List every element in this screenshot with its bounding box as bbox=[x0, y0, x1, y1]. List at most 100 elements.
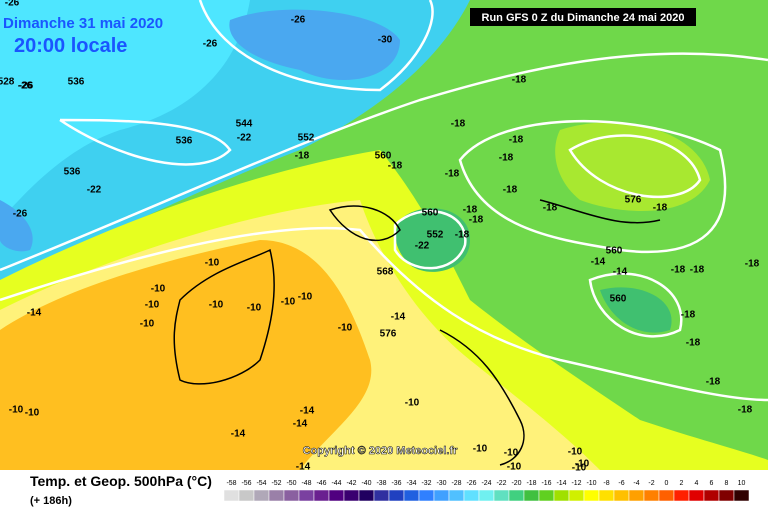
map-label: 544 bbox=[236, 119, 253, 130]
color-scale: -58 -56 -54 -52 -50 -48 -46 -44 -42 -40 -38 -36 -34-… bbox=[223, 480, 750, 502]
map-label: -22 bbox=[415, 241, 430, 252]
map-label: 576 bbox=[625, 195, 642, 206]
contour bbox=[0, 226, 768, 402]
scale-label: -6 bbox=[618, 480, 624, 487]
product-title: Temp. et Geop. 500hPa (°C) bbox=[30, 473, 212, 489]
scale-swatch bbox=[433, 489, 450, 502]
scale-swatch bbox=[478, 489, 495, 502]
scale-swatch bbox=[388, 489, 405, 502]
map-label: -18 bbox=[745, 259, 760, 270]
map-label: 528 bbox=[0, 77, 15, 88]
map-label: -18 bbox=[706, 377, 721, 388]
map-label: -18 bbox=[463, 205, 478, 216]
map-label: -22 bbox=[87, 185, 102, 196]
map-label: -10 bbox=[209, 300, 224, 311]
scale-label: 2 bbox=[680, 480, 684, 487]
scale-swatch bbox=[628, 489, 645, 502]
scale-swatch bbox=[583, 489, 600, 502]
map-label: -18 bbox=[671, 265, 686, 276]
coastlines bbox=[173, 199, 661, 466]
contour bbox=[0, 52, 768, 272]
scale-swatch bbox=[703, 489, 720, 502]
scale-label: -36 bbox=[391, 480, 401, 487]
map-label: -10 bbox=[140, 319, 155, 330]
map-label: 560 bbox=[606, 246, 623, 257]
coastline bbox=[439, 329, 525, 466]
map-label: -10 bbox=[205, 258, 220, 269]
map-label: -26 bbox=[5, 0, 20, 9]
coastline bbox=[173, 248, 275, 385]
map-label: -14 bbox=[231, 429, 246, 440]
map-label: -18 bbox=[509, 135, 524, 146]
map-label: -18 bbox=[653, 203, 668, 214]
map-label: -10 bbox=[405, 398, 420, 409]
map-label: -18 bbox=[512, 75, 527, 86]
scale-label: -54 bbox=[256, 480, 266, 487]
map-label: -10 bbox=[338, 323, 353, 334]
scale-label: -10 bbox=[586, 480, 596, 487]
map-label: -18 bbox=[455, 230, 470, 241]
map-label: 552 bbox=[298, 133, 315, 144]
scale-label: -20 bbox=[511, 480, 521, 487]
scale-swatch bbox=[718, 489, 735, 502]
forecast-hour: (+ 186h) bbox=[30, 495, 72, 507]
scale-label: 8 bbox=[725, 480, 729, 487]
map-label: -14 bbox=[391, 312, 406, 323]
map-label: -10 bbox=[568, 447, 583, 458]
map-label: -26 bbox=[203, 39, 218, 50]
scale-label: 10 bbox=[738, 480, 746, 487]
map-label: -10 bbox=[25, 408, 40, 419]
map-label: -18 bbox=[295, 151, 310, 162]
scale-swatch bbox=[448, 489, 465, 502]
scale-label: -32 bbox=[421, 480, 431, 487]
scale-label: -56 bbox=[241, 480, 251, 487]
map-label: -18 bbox=[469, 215, 484, 226]
map-label: -10 bbox=[145, 300, 160, 311]
low-region bbox=[395, 208, 470, 272]
scale-label: -12 bbox=[571, 480, 581, 487]
map-label: 536 bbox=[68, 77, 85, 88]
map-time: 20:00 locale bbox=[14, 35, 127, 57]
map-label: -10 bbox=[575, 459, 590, 470]
map-label: -18 bbox=[686, 338, 701, 349]
map-label: -10 bbox=[247, 303, 262, 314]
scale-label: -30 bbox=[436, 480, 446, 487]
map-label: -14 bbox=[293, 419, 308, 430]
scale-swatch bbox=[493, 489, 510, 502]
map-label: -10 bbox=[9, 405, 24, 416]
map-label: -14 bbox=[613, 267, 628, 278]
map-label: -10 bbox=[281, 297, 296, 308]
scale-swatch bbox=[673, 489, 690, 502]
scale-label: -4 bbox=[633, 480, 639, 487]
map-label: -10 bbox=[473, 444, 488, 455]
scale-label: -38 bbox=[376, 480, 386, 487]
scale-swatch bbox=[598, 489, 615, 502]
scale-swatch bbox=[658, 489, 675, 502]
scale-swatch bbox=[358, 489, 375, 502]
map-label: -26 bbox=[291, 15, 306, 26]
scale-label: -2 bbox=[648, 480, 654, 487]
copyright: Copyright © 2020 Meteociel.fr bbox=[303, 445, 459, 457]
scale-label: -34 bbox=[406, 480, 416, 487]
scale-swatch bbox=[463, 489, 480, 502]
map-label: 560 bbox=[422, 208, 439, 219]
contour bbox=[568, 134, 702, 199]
map-label: -18 bbox=[388, 161, 403, 172]
scale-label: -52 bbox=[271, 480, 281, 487]
scale-swatch bbox=[403, 489, 420, 502]
scale-label: -42 bbox=[346, 480, 356, 487]
scale-swatch bbox=[523, 489, 540, 502]
scale-swatch bbox=[238, 489, 255, 502]
scale-label: -24 bbox=[481, 480, 491, 487]
scale-swatch bbox=[688, 489, 705, 502]
scale-swatch bbox=[643, 489, 660, 502]
map-label: -14 bbox=[591, 257, 606, 268]
very-cold-region bbox=[229, 9, 400, 80]
scale-swatch bbox=[418, 489, 435, 502]
scale-label: -26 bbox=[466, 480, 476, 487]
scale-label: -28 bbox=[451, 480, 461, 487]
map-label: 536 bbox=[176, 136, 193, 147]
